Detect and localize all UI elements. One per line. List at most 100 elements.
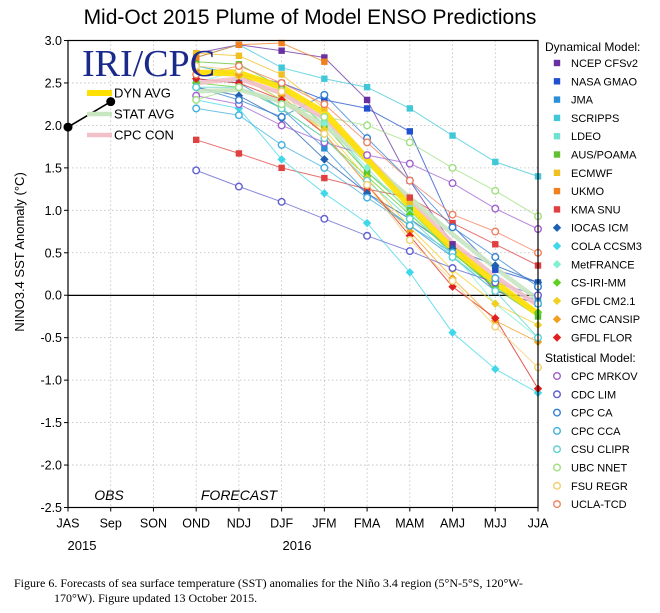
data-point-ubc-nnet [277,100,286,109]
x-tick-label: MAM [395,517,424,531]
data-point-ucla-tcd [363,138,372,147]
data-point-cpc-mrkov [448,179,457,188]
legend-marker-ldeo [553,133,561,140]
data-point-nasa-gmao [406,128,414,135]
legend-label-jma: JMA [571,95,594,107]
legend-marker-cpc-mrkov [553,372,562,381]
y-tick-labels: 3.0 2.5 2.0 1.5 1.0 0.5 0.0 -0.5 -1.0 -1.5 -2.0 -2.… [40,34,68,515]
data-point-ukmo [235,41,243,48]
data-point-ucla-tcd [277,78,286,87]
data-point-ukmo [321,58,328,65]
data-point-ncep-cfsv2 [321,54,328,61]
data-point-scripps [406,105,414,112]
y-tick-label: -0.5 [40,331,62,345]
data-point-ucla-tcd [491,227,500,236]
data-point-ukmo [192,54,200,61]
year-label-2016: 2016 [283,538,312,553]
legend-label-iocas-icm: IOCAS ICM [571,223,628,235]
legend-label-cola-ccsm3: COLA CCSM3 [571,241,642,253]
y-tick-label: 2.0 [45,119,62,133]
x-tick-label: DJF [270,517,293,531]
y-tick-label: 0.0 [45,289,62,303]
legend-marker-gfdl-cm2-1 [552,296,562,306]
chart-title: Mid-Oct 2015 Plume of Model ENSO Predict… [84,6,537,29]
data-point-metfrance [362,163,372,173]
x-tick-labels: JAS Sep SON OND NDJ DJF JFM FMA MAM AMJ MJJ JJA [57,507,549,531]
data-point-cpc-cca [405,221,414,230]
avg-line-dyn-avg [196,69,540,317]
legend-marker-cs-iri-mm [552,278,562,287]
data-point-cdc-lim [363,231,372,240]
data-point-aus-poama [363,168,371,176]
data-point-cpc-cca [192,104,201,113]
legend-label-cs-iri-mm: CS-IRI-MM [571,278,626,290]
model-legend: NCEP CFSv2 NASA GMAO JMA SCRIPPS LDEO AUS/POA… [552,58,642,511]
legend-marker-cdc-lim [553,390,562,399]
y-tick-label: 1.5 [45,161,62,175]
data-point-cpc-ca [491,253,500,262]
avg-legend-label-dyn-avg: DYN AVG [114,86,171,101]
data-point-ucla-tcd [192,70,201,79]
data-point-ubc-nnet [405,138,414,147]
data-point-iocas-icm [320,155,329,164]
legend-label-scripps: SCRIPPS [571,113,619,125]
y-axis-label: NINO3.4 SST Anomaly (°C) [12,172,27,332]
data-point-cdc-lim [192,166,201,175]
legend-label-fsu-regr: FSU REGR [571,481,628,493]
x-tick-label: NDJ [227,517,251,531]
data-point-ecmwf [321,105,328,112]
legend-marker-nasa-gmao [553,78,561,85]
data-point-kma-snu [406,194,414,201]
legend-marker-metfrance [552,260,562,269]
data-point-cpc-cca [277,140,286,149]
legend-label-ldeo: LDEO [571,131,601,143]
data-point-ucla-tcd [320,100,329,109]
data-point-iocas-icm [491,261,500,270]
legend-marker-iocas-icm [552,223,562,232]
dynamical-legend-title: Dynamical Model: [545,40,640,54]
legend-marker-jma [553,96,561,103]
y-tick-label: 3.0 [45,34,62,48]
enso-plume-chart: Mid-Oct 2015 Plume of Model ENSO Predict… [12,6,642,553]
data-point-nasa-gmao [492,266,499,273]
x-tick-label: FMA [354,517,381,531]
data-point-ncep-cfsv2 [363,96,371,104]
legend-label-csu-clipr: CSU CLIPR [571,444,630,456]
data-point-gfdl-cm2-1 [491,299,500,308]
data-point-cpc-mrkov [405,159,414,168]
data-point-ecmwf [192,50,200,57]
data-point-cola-ccsm3 [448,328,457,337]
legend-marker-fsu-regr [553,481,562,490]
legend-label-cdc-lim: CDC LIM [571,389,616,401]
legend-label-gfdl-cm2-1: GFDL CM2.1 [571,296,635,308]
data-point-cpc-ca [320,90,329,99]
data-point-ubc-nnet [448,163,457,172]
data-point-ucla-tcd [405,176,414,185]
data-point-csu-clipr [448,253,457,262]
data-point-aus-poama [192,58,200,65]
data-point-fsu-regr [277,87,286,96]
data-point-kma-snu [321,174,328,182]
data-point-fsu-regr [405,236,414,245]
y-tick-label: 0.5 [45,246,62,260]
data-point-fsu-regr [363,180,372,189]
figure-caption: Figure 6. Forecasts of sea surface tempe… [14,576,654,606]
x-tick-label: Sep [100,517,122,531]
legend-label-kma-snu: KMA SNU [571,204,621,216]
data-point-ecmwf [278,71,285,78]
data-point-nasa-gmao [321,96,328,104]
legend-label-metfrance: MetFRANCE [571,259,635,271]
legend-label-cpc-ca: CPC CA [571,408,613,420]
y-tick-label: -2.0 [40,459,62,473]
data-point-ubc-nnet [491,186,500,195]
data-point-kma-snu [192,136,200,144]
series-line-ukmo [196,42,325,63]
data-point-cola-ccsm3 [405,268,415,277]
legend-label-nasa-gmao: NASA GMAO [571,76,637,88]
data-point-kma-snu [235,150,243,157]
y-tick-label: -1.5 [40,416,62,430]
data-point-scripps [278,64,285,71]
data-point-cpc-cca [320,163,329,172]
data-point-ncep-cfsv2 [449,241,456,248]
data-point-cola-ccsm3 [362,218,372,228]
